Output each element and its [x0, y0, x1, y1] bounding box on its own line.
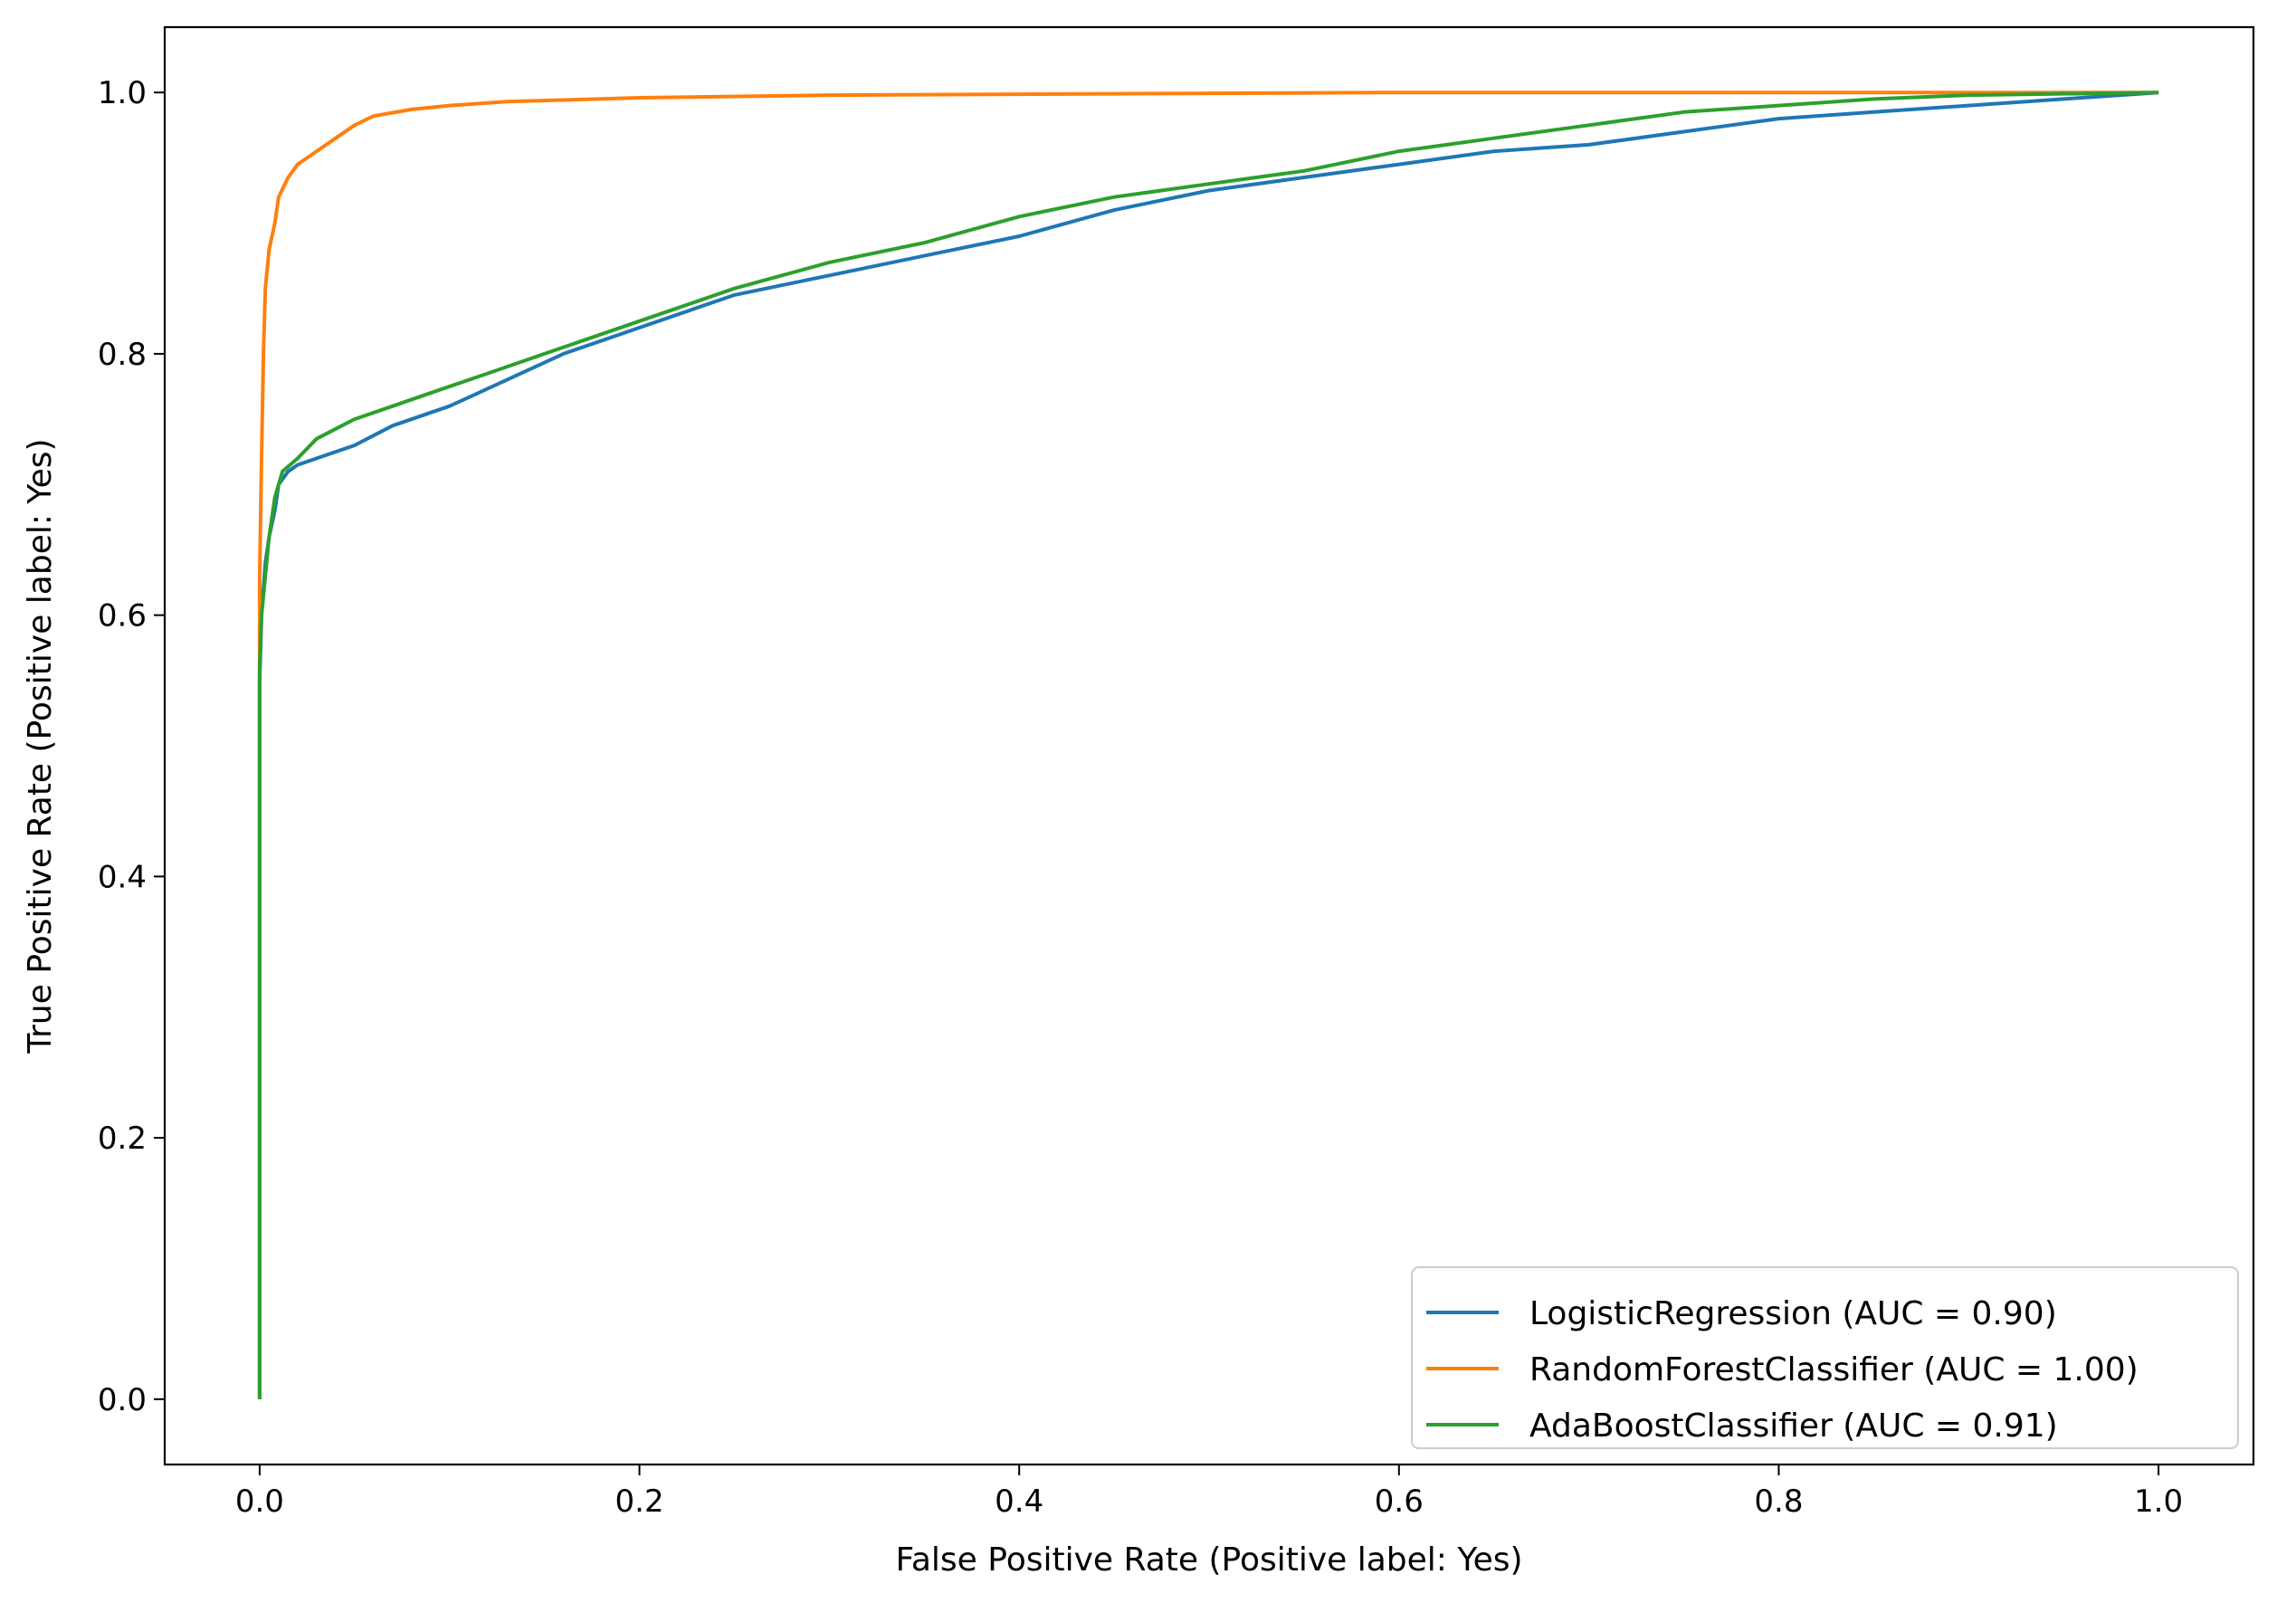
y-tick-label: 0.0: [98, 1382, 147, 1418]
y-tick-label: 1.0: [98, 75, 147, 111]
legend-frame: [1411, 1266, 2239, 1449]
x-tick-label: 0.6: [1375, 1484, 1424, 1520]
x-axis: 0.0 0.2 0.4 0.6 0.8 1.0: [235, 1465, 2183, 1520]
series-line-2: [257, 91, 2159, 1399]
x-tick-label: 0.2: [615, 1484, 664, 1520]
y-axis-label: True Positive Rate (Positive label: Yes): [22, 438, 59, 1054]
legend-entry: RandomForestClassifier (AUC = 1.00): [1529, 1351, 2139, 1388]
series-line-1: [257, 91, 2159, 1399]
x-tick-label: 1.0: [2134, 1484, 2183, 1520]
y-tick-label: 0.6: [98, 598, 147, 635]
x-tick-label: 0.0: [235, 1484, 284, 1520]
y-tick-label: 0.4: [98, 859, 147, 895]
y-tick-label: 0.8: [98, 337, 147, 373]
x-axis-label: False Positive Rate (Positive label: Yes…: [895, 1541, 1522, 1579]
legend-entry: LogisticRegression (AUC = 0.90): [1529, 1295, 2057, 1332]
x-tick-label: 0.4: [995, 1484, 1043, 1520]
y-tick-label: 0.2: [98, 1121, 147, 1157]
legend-entry: AdaBoostClassifier (AUC = 0.91): [1529, 1407, 2058, 1445]
y-axis: 0.0 0.2 0.4 0.6 0.8 1.0: [98, 75, 165, 1418]
x-tick-label: 0.8: [1754, 1484, 1803, 1520]
series-line-0: [257, 91, 2159, 1399]
plot-frame: [163, 25, 2255, 1466]
series-layer: [257, 91, 2159, 1399]
legend: LogisticRegression (AUC = 0.90) RandomFor…: [1411, 1266, 2239, 1449]
